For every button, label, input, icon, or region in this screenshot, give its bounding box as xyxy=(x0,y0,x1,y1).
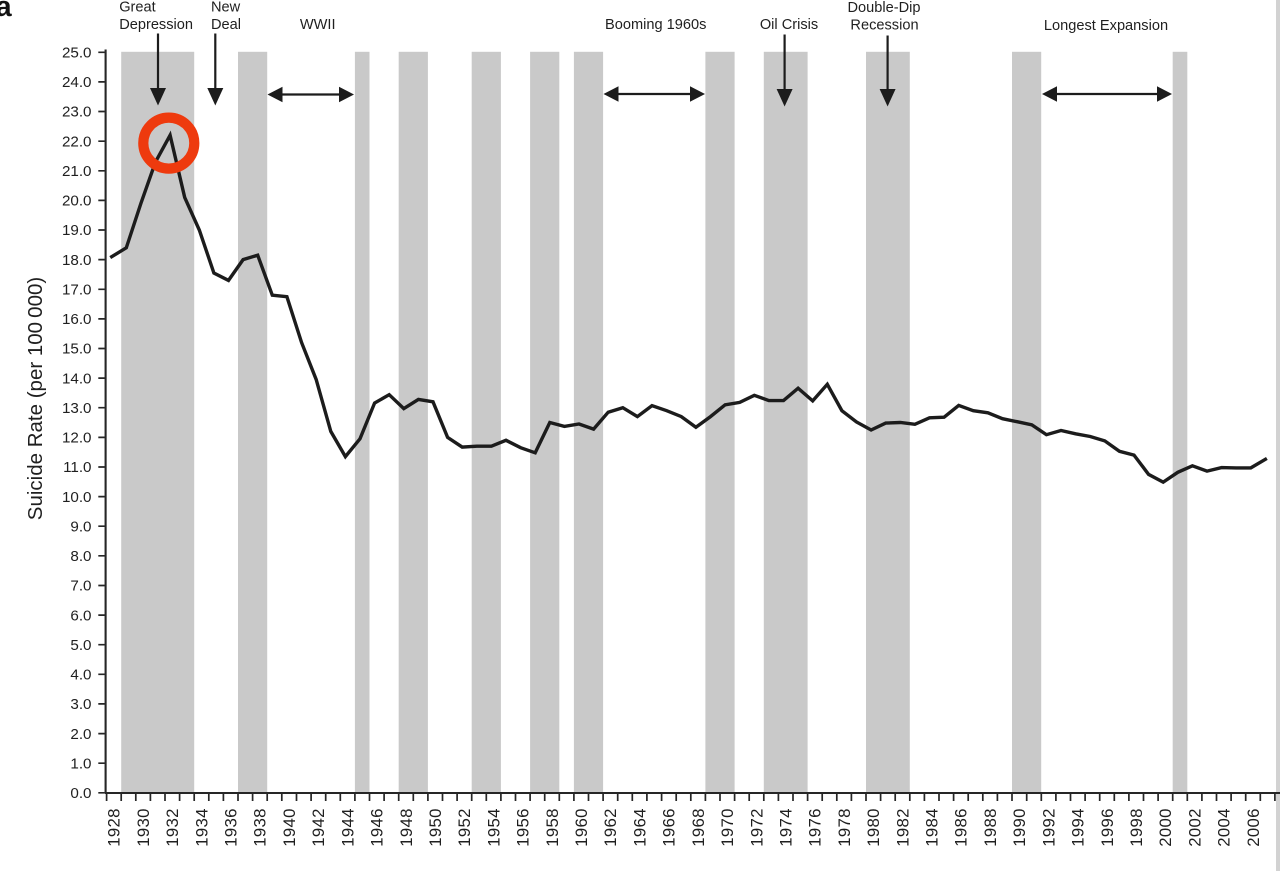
svg-text:10.0: 10.0 xyxy=(62,489,92,506)
svg-text:1934: 1934 xyxy=(192,808,211,847)
svg-text:1956: 1956 xyxy=(514,808,533,847)
svg-text:Recession: Recession xyxy=(850,18,918,34)
svg-text:2002: 2002 xyxy=(1185,808,1204,847)
svg-text:2006: 2006 xyxy=(1244,808,1263,847)
svg-text:15.0: 15.0 xyxy=(62,341,92,358)
svg-text:22.0: 22.0 xyxy=(62,133,92,150)
svg-text:Suicide Rate (per 100 000): Suicide Rate (per 100 000) xyxy=(24,277,47,520)
svg-text:21.0: 21.0 xyxy=(62,163,92,180)
svg-text:1980: 1980 xyxy=(864,808,883,847)
svg-text:1976: 1976 xyxy=(806,808,825,847)
svg-text:Double-Dip: Double-Dip xyxy=(847,0,920,16)
svg-text:Depression: Depression xyxy=(119,17,193,33)
svg-text:1982: 1982 xyxy=(893,808,912,847)
svg-text:1950: 1950 xyxy=(426,808,445,847)
svg-text:1962: 1962 xyxy=(601,808,620,847)
svg-text:1.0: 1.0 xyxy=(70,755,91,772)
svg-text:11.0: 11.0 xyxy=(63,459,91,476)
svg-text:18.0: 18.0 xyxy=(62,252,92,269)
svg-text:2004: 2004 xyxy=(1215,808,1234,847)
svg-text:23.0: 23.0 xyxy=(62,104,92,121)
svg-text:1942: 1942 xyxy=(309,808,328,847)
svg-text:1968: 1968 xyxy=(689,808,708,847)
svg-text:Booming 1960s: Booming 1960s xyxy=(605,17,706,33)
svg-text:1960: 1960 xyxy=(572,808,591,847)
svg-text:1932: 1932 xyxy=(163,808,182,847)
svg-text:1964: 1964 xyxy=(630,808,649,847)
svg-text:20.0: 20.0 xyxy=(62,193,92,210)
svg-text:7.0: 7.0 xyxy=(70,578,91,595)
svg-text:8.0: 8.0 xyxy=(70,548,91,565)
svg-text:Oil Crisis: Oil Crisis xyxy=(760,17,818,33)
svg-text:1992: 1992 xyxy=(1039,808,1058,847)
svg-text:1984: 1984 xyxy=(923,808,942,847)
svg-text:1936: 1936 xyxy=(222,808,241,847)
svg-text:1994: 1994 xyxy=(1069,808,1088,847)
svg-text:1970: 1970 xyxy=(718,808,737,847)
svg-text:2.0: 2.0 xyxy=(70,726,91,743)
svg-text:1940: 1940 xyxy=(280,808,299,847)
svg-text:Great: Great xyxy=(119,0,156,16)
svg-text:1954: 1954 xyxy=(484,808,503,847)
svg-text:13.0: 13.0 xyxy=(62,400,92,417)
svg-text:5.0: 5.0 xyxy=(70,637,91,654)
svg-text:14.0: 14.0 xyxy=(62,370,92,387)
svg-text:1978: 1978 xyxy=(835,808,854,847)
svg-text:3.0: 3.0 xyxy=(70,696,91,713)
svg-text:6.0: 6.0 xyxy=(70,607,91,624)
svg-text:1946: 1946 xyxy=(368,808,387,847)
svg-text:1952: 1952 xyxy=(455,808,474,847)
svg-text:1972: 1972 xyxy=(747,808,766,847)
svg-text:1948: 1948 xyxy=(397,808,416,847)
svg-text:1928: 1928 xyxy=(105,808,124,847)
svg-text:1966: 1966 xyxy=(660,808,679,847)
svg-text:Deal: Deal xyxy=(211,17,241,33)
svg-text:9.0: 9.0 xyxy=(70,518,91,535)
svg-text:Longest Expansion: Longest Expansion xyxy=(1044,18,1168,34)
svg-text:New: New xyxy=(211,0,241,16)
svg-text:1930: 1930 xyxy=(134,808,153,847)
svg-text:12.0: 12.0 xyxy=(62,430,92,447)
svg-text:1998: 1998 xyxy=(1127,808,1146,847)
svg-text:0.0: 0.0 xyxy=(70,785,91,802)
svg-text:1990: 1990 xyxy=(1010,808,1029,847)
svg-text:19.0: 19.0 xyxy=(62,222,92,239)
svg-text:1986: 1986 xyxy=(952,808,971,847)
svg-text:1996: 1996 xyxy=(1098,808,1117,847)
svg-text:1958: 1958 xyxy=(543,808,562,847)
svg-text:4.0: 4.0 xyxy=(70,667,91,684)
svg-text:1974: 1974 xyxy=(777,808,796,847)
svg-text:WWII: WWII xyxy=(300,17,336,33)
svg-text:1988: 1988 xyxy=(981,808,1000,847)
svg-text:2000: 2000 xyxy=(1156,808,1175,847)
svg-text:16.0: 16.0 xyxy=(62,311,92,328)
svg-text:1938: 1938 xyxy=(251,808,270,847)
svg-text:1944: 1944 xyxy=(338,808,357,847)
svg-text:17.0: 17.0 xyxy=(62,282,92,299)
svg-text:25.0: 25.0 xyxy=(62,45,92,62)
svg-text:a: a xyxy=(0,0,13,23)
svg-text:24.0: 24.0 xyxy=(62,74,92,91)
